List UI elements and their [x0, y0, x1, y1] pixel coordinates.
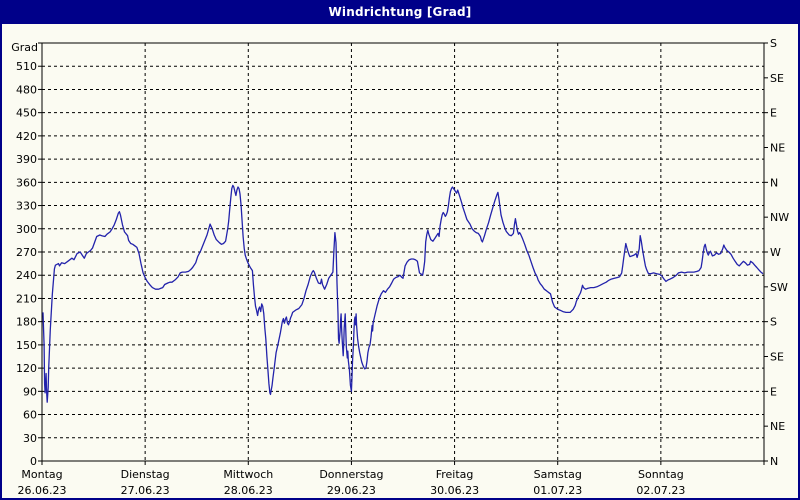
y-axis-tick-label: 450 [16, 107, 37, 120]
y-axis-tick-label: 480 [16, 83, 37, 96]
y-axis-tick-label: 0 [30, 455, 37, 468]
y-axis-tick-label: 330 [16, 200, 37, 213]
title-bar[interactable]: Windrichtung [Grad] [2, 2, 798, 24]
compass-tick-label: N [770, 455, 778, 468]
y-axis-tick-label: 150 [16, 339, 37, 352]
compass-tick-label: E [770, 107, 777, 120]
y-axis-tick-label: 360 [16, 176, 37, 189]
day-date-label: 28.06.23 [224, 484, 273, 497]
day-date-label: 27.06.23 [121, 484, 170, 497]
day-name-label: Freitag [436, 468, 474, 481]
compass-tick-label: N [770, 176, 778, 189]
y-axis-tick-label: 270 [16, 246, 37, 259]
day-date-label: 02.07.23 [636, 484, 685, 497]
y-axis-tick-label: 30 [23, 432, 37, 445]
y-axis-tick-label: 60 [23, 409, 37, 422]
plot-border [41, 42, 765, 462]
compass-tick-label: S [770, 316, 777, 329]
compass-tick-label: E [770, 385, 777, 398]
compass-tick-label: NE [770, 142, 785, 155]
compass-tick-label: W [770, 246, 781, 259]
y-axis-tick-label: 300 [16, 223, 37, 236]
day-name-label: Donnerstag [319, 468, 383, 481]
compass-tick-label: NW [770, 211, 789, 224]
day-date-label: 30.06.23 [430, 484, 479, 497]
day-date-label: 29.06.23 [327, 484, 376, 497]
y-axis-unit-label: Grad [11, 41, 38, 54]
day-date-label: 01.07.23 [533, 484, 582, 497]
y-axis-tick-label: 180 [16, 316, 37, 329]
wind-direction-line [42, 184, 764, 403]
day-name-label: Samstag [534, 468, 582, 481]
y-axis-tick-label: 390 [16, 153, 37, 166]
compass-tick-label: SE [770, 72, 784, 85]
y-axis-tick-label: 90 [23, 385, 37, 398]
day-name-label: Sonntag [638, 468, 684, 481]
day-name-label: Montag [21, 468, 62, 481]
day-name-label: Dienstag [121, 468, 170, 481]
y-axis-tick-label: 240 [16, 269, 37, 282]
window-title: Windrichtung [Grad] [328, 5, 472, 19]
compass-tick-label: SE [770, 351, 784, 364]
y-axis-tick-label: 420 [16, 130, 37, 143]
compass-tick-label: NE [770, 420, 785, 433]
compass-tick-label: S [770, 37, 777, 50]
compass-tick-label: SW [770, 281, 788, 294]
y-axis-tick-label: 120 [16, 362, 37, 375]
y-axis-tick-label: 210 [16, 292, 37, 305]
day-name-label: Mittwoch [223, 468, 273, 481]
day-date-label: 26.06.23 [18, 484, 67, 497]
y-axis-tick-label: 510 [16, 60, 37, 73]
